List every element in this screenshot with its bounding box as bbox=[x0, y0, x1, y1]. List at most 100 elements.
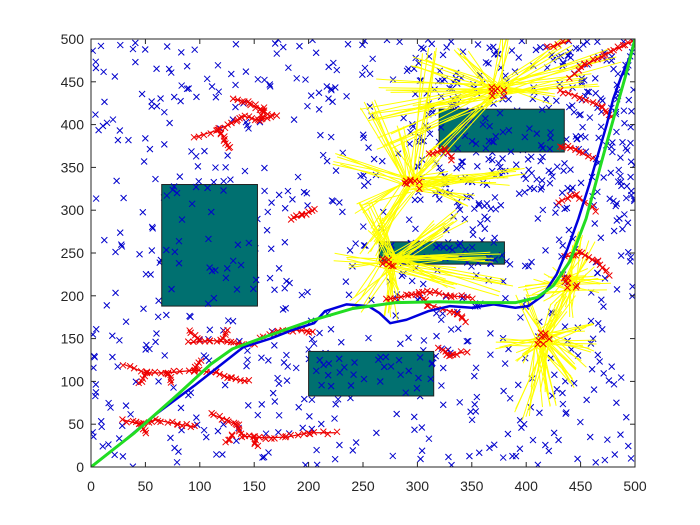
edge bbox=[419, 47, 437, 179]
sample-point bbox=[206, 326, 214, 334]
sample-point bbox=[283, 351, 290, 359]
sample-point bbox=[553, 97, 560, 105]
tree-node bbox=[589, 154, 597, 162]
sample-point bbox=[595, 134, 603, 142]
edge bbox=[384, 262, 500, 297]
sample-point bbox=[325, 360, 333, 367]
sample-point bbox=[350, 371, 357, 378]
tree-node bbox=[227, 374, 235, 381]
edge bbox=[384, 253, 501, 258]
sample-point bbox=[111, 73, 119, 80]
tree-node bbox=[576, 94, 584, 102]
tree-branch bbox=[190, 357, 205, 375]
edge bbox=[496, 46, 511, 90]
sample-point bbox=[627, 173, 634, 181]
sample-point bbox=[317, 420, 325, 428]
tree-node bbox=[564, 39, 572, 44]
sample-point bbox=[349, 447, 357, 454]
tree-node bbox=[186, 327, 194, 334]
sample-point bbox=[113, 177, 120, 185]
sample-point bbox=[621, 119, 628, 127]
edge bbox=[491, 39, 502, 89]
tree-branch bbox=[434, 344, 471, 360]
sample-point bbox=[271, 286, 278, 294]
sample-point bbox=[485, 59, 492, 67]
sample-point bbox=[541, 441, 549, 449]
sample-point bbox=[279, 306, 287, 313]
sample-point bbox=[619, 225, 626, 233]
edge bbox=[567, 275, 574, 318]
sample-point bbox=[268, 199, 275, 206]
sample-point bbox=[472, 140, 480, 148]
sample-point bbox=[132, 58, 139, 66]
sample-point bbox=[245, 239, 253, 247]
sample-point bbox=[553, 386, 561, 393]
sample-point bbox=[479, 121, 487, 128]
sample-point bbox=[515, 54, 523, 61]
sample-point bbox=[266, 274, 274, 282]
tree-node bbox=[224, 418, 232, 426]
tree-node bbox=[141, 427, 149, 434]
sample-point bbox=[91, 47, 97, 55]
tree-node bbox=[447, 156, 455, 164]
sample-point bbox=[252, 276, 260, 284]
sample-point bbox=[304, 102, 311, 110]
sample-point bbox=[387, 363, 395, 370]
sample-point bbox=[176, 173, 184, 180]
sample-point bbox=[258, 354, 265, 362]
sample-point bbox=[420, 45, 427, 53]
sample-point bbox=[536, 44, 544, 51]
sample-point bbox=[208, 267, 216, 275]
tree-node bbox=[233, 421, 241, 429]
sample-point bbox=[592, 458, 600, 466]
sample-point bbox=[521, 188, 529, 196]
sample-point bbox=[141, 135, 149, 142]
sample-point bbox=[588, 365, 596, 373]
tree-node bbox=[411, 177, 419, 185]
sample-point bbox=[220, 187, 227, 194]
sample-point bbox=[534, 215, 542, 222]
sample-point bbox=[258, 401, 266, 408]
tree-node bbox=[271, 435, 278, 442]
sample-point bbox=[271, 40, 279, 47]
sample-point bbox=[521, 133, 529, 141]
tree-node bbox=[157, 418, 164, 426]
sample-point bbox=[329, 98, 336, 106]
tree-branch bbox=[186, 327, 203, 343]
sample-point bbox=[254, 75, 262, 83]
sample-point bbox=[536, 409, 543, 417]
sample-point bbox=[91, 352, 98, 360]
tree-node bbox=[174, 421, 181, 428]
edge bbox=[373, 227, 394, 260]
tree-node bbox=[167, 376, 174, 384]
sample-point bbox=[609, 148, 616, 156]
sample-point bbox=[497, 201, 505, 209]
sample-point bbox=[597, 123, 605, 131]
sample-point bbox=[559, 242, 567, 249]
tree-branch bbox=[250, 433, 262, 450]
sample-point bbox=[259, 454, 266, 461]
sample-point bbox=[492, 133, 500, 140]
sample-point bbox=[192, 183, 200, 191]
sample-point bbox=[316, 329, 323, 337]
edge bbox=[340, 163, 406, 186]
sample-point bbox=[308, 396, 316, 404]
sample-point bbox=[327, 133, 335, 141]
sample-point bbox=[237, 261, 245, 269]
tree-node bbox=[143, 369, 151, 377]
sample-point bbox=[589, 335, 597, 343]
tree-node bbox=[230, 419, 238, 427]
sample-point bbox=[608, 143, 615, 151]
edge bbox=[416, 167, 525, 187]
sample-point bbox=[222, 163, 229, 171]
sample-point bbox=[162, 246, 170, 254]
sample-point bbox=[204, 300, 212, 308]
sample-point bbox=[318, 381, 325, 389]
sample-point bbox=[547, 134, 554, 142]
tree-branch bbox=[164, 370, 175, 386]
tree-node bbox=[216, 412, 224, 420]
sample-point bbox=[486, 122, 493, 130]
sample-point bbox=[153, 330, 160, 337]
tree-node bbox=[601, 51, 609, 58]
sample-point bbox=[603, 57, 611, 64]
